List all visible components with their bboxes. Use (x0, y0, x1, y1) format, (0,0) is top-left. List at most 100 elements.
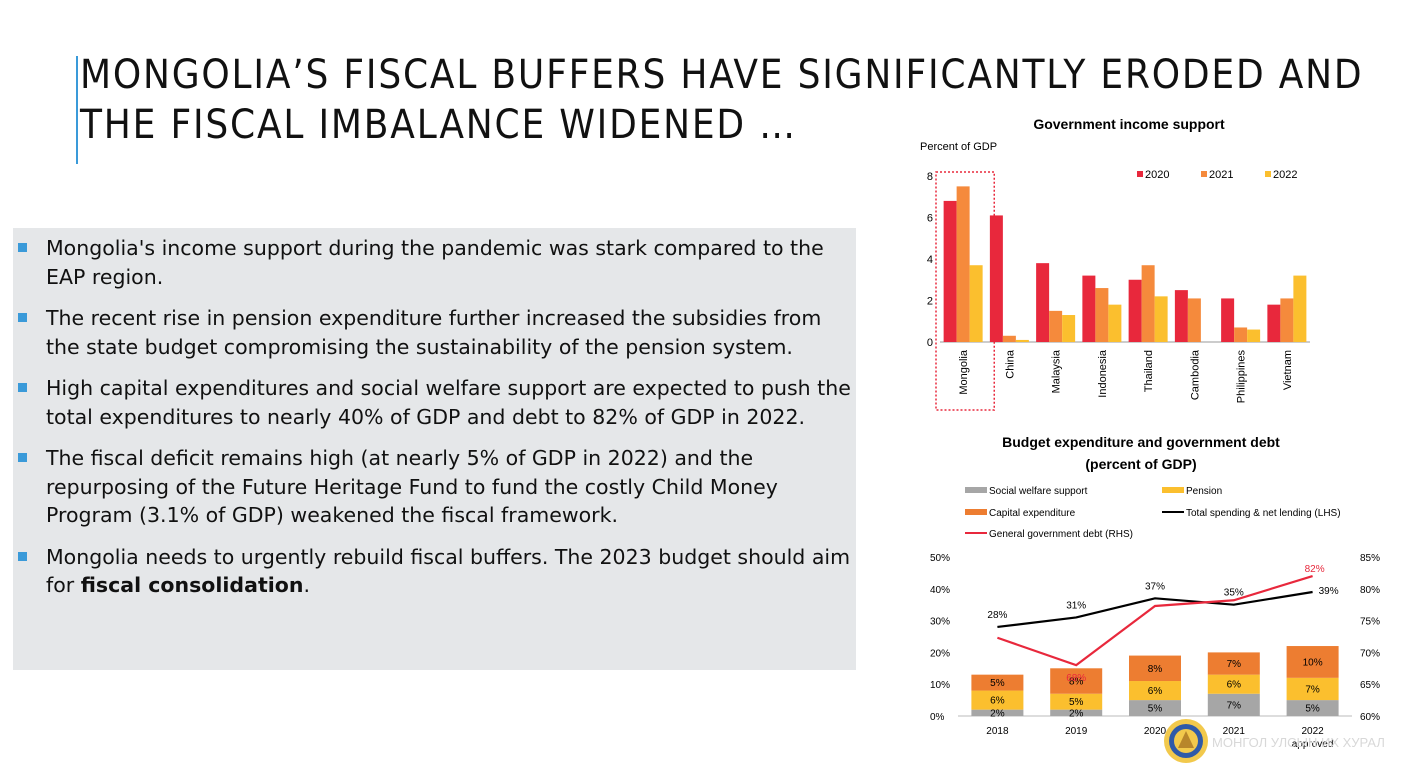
chart2-segment-label: 5% (990, 678, 1005, 689)
chart1-bar (1293, 275, 1307, 342)
chart2-bar-segment (1129, 681, 1181, 701)
chart2-right-tick: 75% (1360, 617, 1380, 628)
bullet-square-icon (18, 243, 27, 252)
chart1-bar (1049, 310, 1063, 342)
chart2-title-line-1: Budget expenditure and government debt (1002, 434, 1280, 450)
chart2-legend-label: Social welfare support (989, 486, 1088, 497)
chart2-bar-segment (1286, 700, 1339, 716)
chart1-category-label: Philippines (1236, 350, 1248, 404)
chart1-category-label: Cambodia (1189, 349, 1201, 400)
chart2-debt-line (997, 575, 1313, 667)
bullet-item: High capital expenditures and social wel… (18, 374, 858, 431)
chart2-segment-label: 8% (1148, 664, 1163, 675)
chart2-segment-label: 10% (1303, 657, 1323, 668)
chart2-line-label: 39% (1319, 586, 1339, 597)
chart2-segment-label: 5% (1305, 704, 1320, 715)
chart1-bar (1095, 288, 1109, 342)
chart1-legend-label: 2021 (1209, 169, 1233, 181)
chart1-category-label: Mongolia (958, 349, 970, 395)
chart2-bar-segment (1050, 709, 1103, 716)
chart2-segment-label: 2% (1069, 708, 1084, 719)
chart1-y-label: Percent of GDP (920, 141, 997, 153)
bullet-text-bold: fiscal consolidation (80, 573, 304, 597)
chart2-line-label: 35% (1224, 588, 1244, 599)
chart1-legend-label: 2020 (1145, 169, 1169, 181)
chart2-segment-label: 7% (1305, 684, 1320, 695)
chart1-bar (956, 186, 970, 342)
chart1-bar (1062, 315, 1076, 342)
chart2-line-label: 37% (1145, 581, 1165, 592)
chart1-bar (1108, 304, 1122, 342)
slide-title: MONGOLIA’S FISCAL BUFFERS HAVE SIGNIFICA… (80, 50, 1363, 150)
chart1-bar (1234, 327, 1248, 342)
income-support-chart: Government income support Percent of GDP… (920, 116, 1310, 411)
chart1-bar (1036, 263, 1050, 342)
chart2-legend-swatch (965, 509, 987, 515)
chart2-bar-segment (971, 674, 1024, 691)
chart1-bar (1187, 298, 1201, 342)
chart1-bar (1174, 290, 1188, 342)
chart2-right-tick: 60% (1360, 712, 1380, 723)
chart1-bar (1082, 275, 1096, 342)
parliament-seal-logo (1164, 719, 1208, 763)
chart1-bar (1128, 279, 1142, 342)
chart1-y-tick: 2 (927, 296, 933, 308)
chart2-category-label: 2018 (986, 726, 1009, 737)
bullet-item: The recent rise in pension expenditure f… (18, 304, 858, 361)
chart1-bar (1015, 339, 1029, 342)
chart2-segment-label: 6% (990, 696, 1005, 707)
chart2-bar-segment (1207, 693, 1260, 716)
chart1-y-tick: 0 (927, 337, 933, 349)
slide-title-line-2: THE FISCAL IMBALANCE WIDENED … (80, 102, 797, 148)
chart2-line-label: 82% (1305, 564, 1325, 575)
chart1-bar (1154, 296, 1168, 342)
chart1-bar (989, 215, 1003, 342)
chart2-segment-label: 8% (1069, 677, 1084, 688)
chart2-segment-label: 5% (1069, 697, 1084, 708)
bullet-square-icon (18, 313, 27, 322)
bullet-item: Mongolia's income support during the pan… (18, 234, 858, 291)
chart1-bar (1141, 265, 1155, 342)
chart2-category-label: 2020 (1144, 726, 1167, 737)
chart1-bar (1221, 298, 1235, 342)
chart2-line-label: 31% (1066, 600, 1086, 611)
chart2-legend-label: General government debt (RHS) (989, 529, 1133, 540)
chart2-bar-segment (1207, 674, 1260, 694)
chart1-bar (1002, 335, 1016, 342)
chart1-y-tick: 4 (927, 254, 933, 266)
chart2-segment-label: 7% (1227, 659, 1242, 670)
bullet-square-icon (18, 551, 27, 561)
chart2-bar-segment (1286, 677, 1339, 701)
bullet-item: The fiscal deficit remains high (at near… (18, 444, 858, 530)
budget-debt-chart: Budget expenditure and government debt (… (930, 434, 1380, 750)
chart1-bar (1267, 304, 1281, 342)
chart2-right-tick: 70% (1360, 648, 1380, 659)
chart2-legend-swatch (1162, 487, 1184, 493)
chart2-left-tick: 10% (930, 680, 950, 691)
chart2-category-label: 2021 (1223, 726, 1246, 737)
chart1-category-label: China (1004, 349, 1016, 379)
chart2-left-tick: 20% (930, 648, 950, 659)
title-accent-bar (76, 56, 78, 164)
chart2-segment-label: 2% (990, 708, 1005, 719)
chart1-legend-swatch (1265, 171, 1271, 177)
chart1-legend-swatch (1137, 171, 1143, 177)
chart2-right-tick: 80% (1360, 585, 1380, 596)
chart2-total-spending-line (997, 590, 1313, 629)
chart2-legend-swatch (965, 487, 987, 493)
chart2-bar-segment (1050, 668, 1103, 694)
chart2-segment-label: 6% (1148, 686, 1163, 697)
chart1-bar (1280, 298, 1294, 342)
chart2-bar-segment (971, 690, 1024, 710)
chart2-left-tick: 40% (930, 585, 950, 596)
chart1-title: Government income support (1033, 116, 1225, 132)
bullet-panel (13, 228, 856, 670)
chart2-title-line-2: (percent of GDP) (1085, 456, 1196, 472)
chart1-category-label: Indonesia (1097, 349, 1109, 398)
bullet-item: Mongolia needs to urgently rebuild fisca… (18, 543, 858, 600)
chart2-bar-segment (1207, 652, 1260, 675)
chart2-bar-segment (1129, 655, 1181, 682)
chart1-category-label: Malaysia (1051, 349, 1063, 393)
chart1-category-label: Thailand (1143, 350, 1155, 392)
chart2-bar-segment (1286, 646, 1339, 678)
